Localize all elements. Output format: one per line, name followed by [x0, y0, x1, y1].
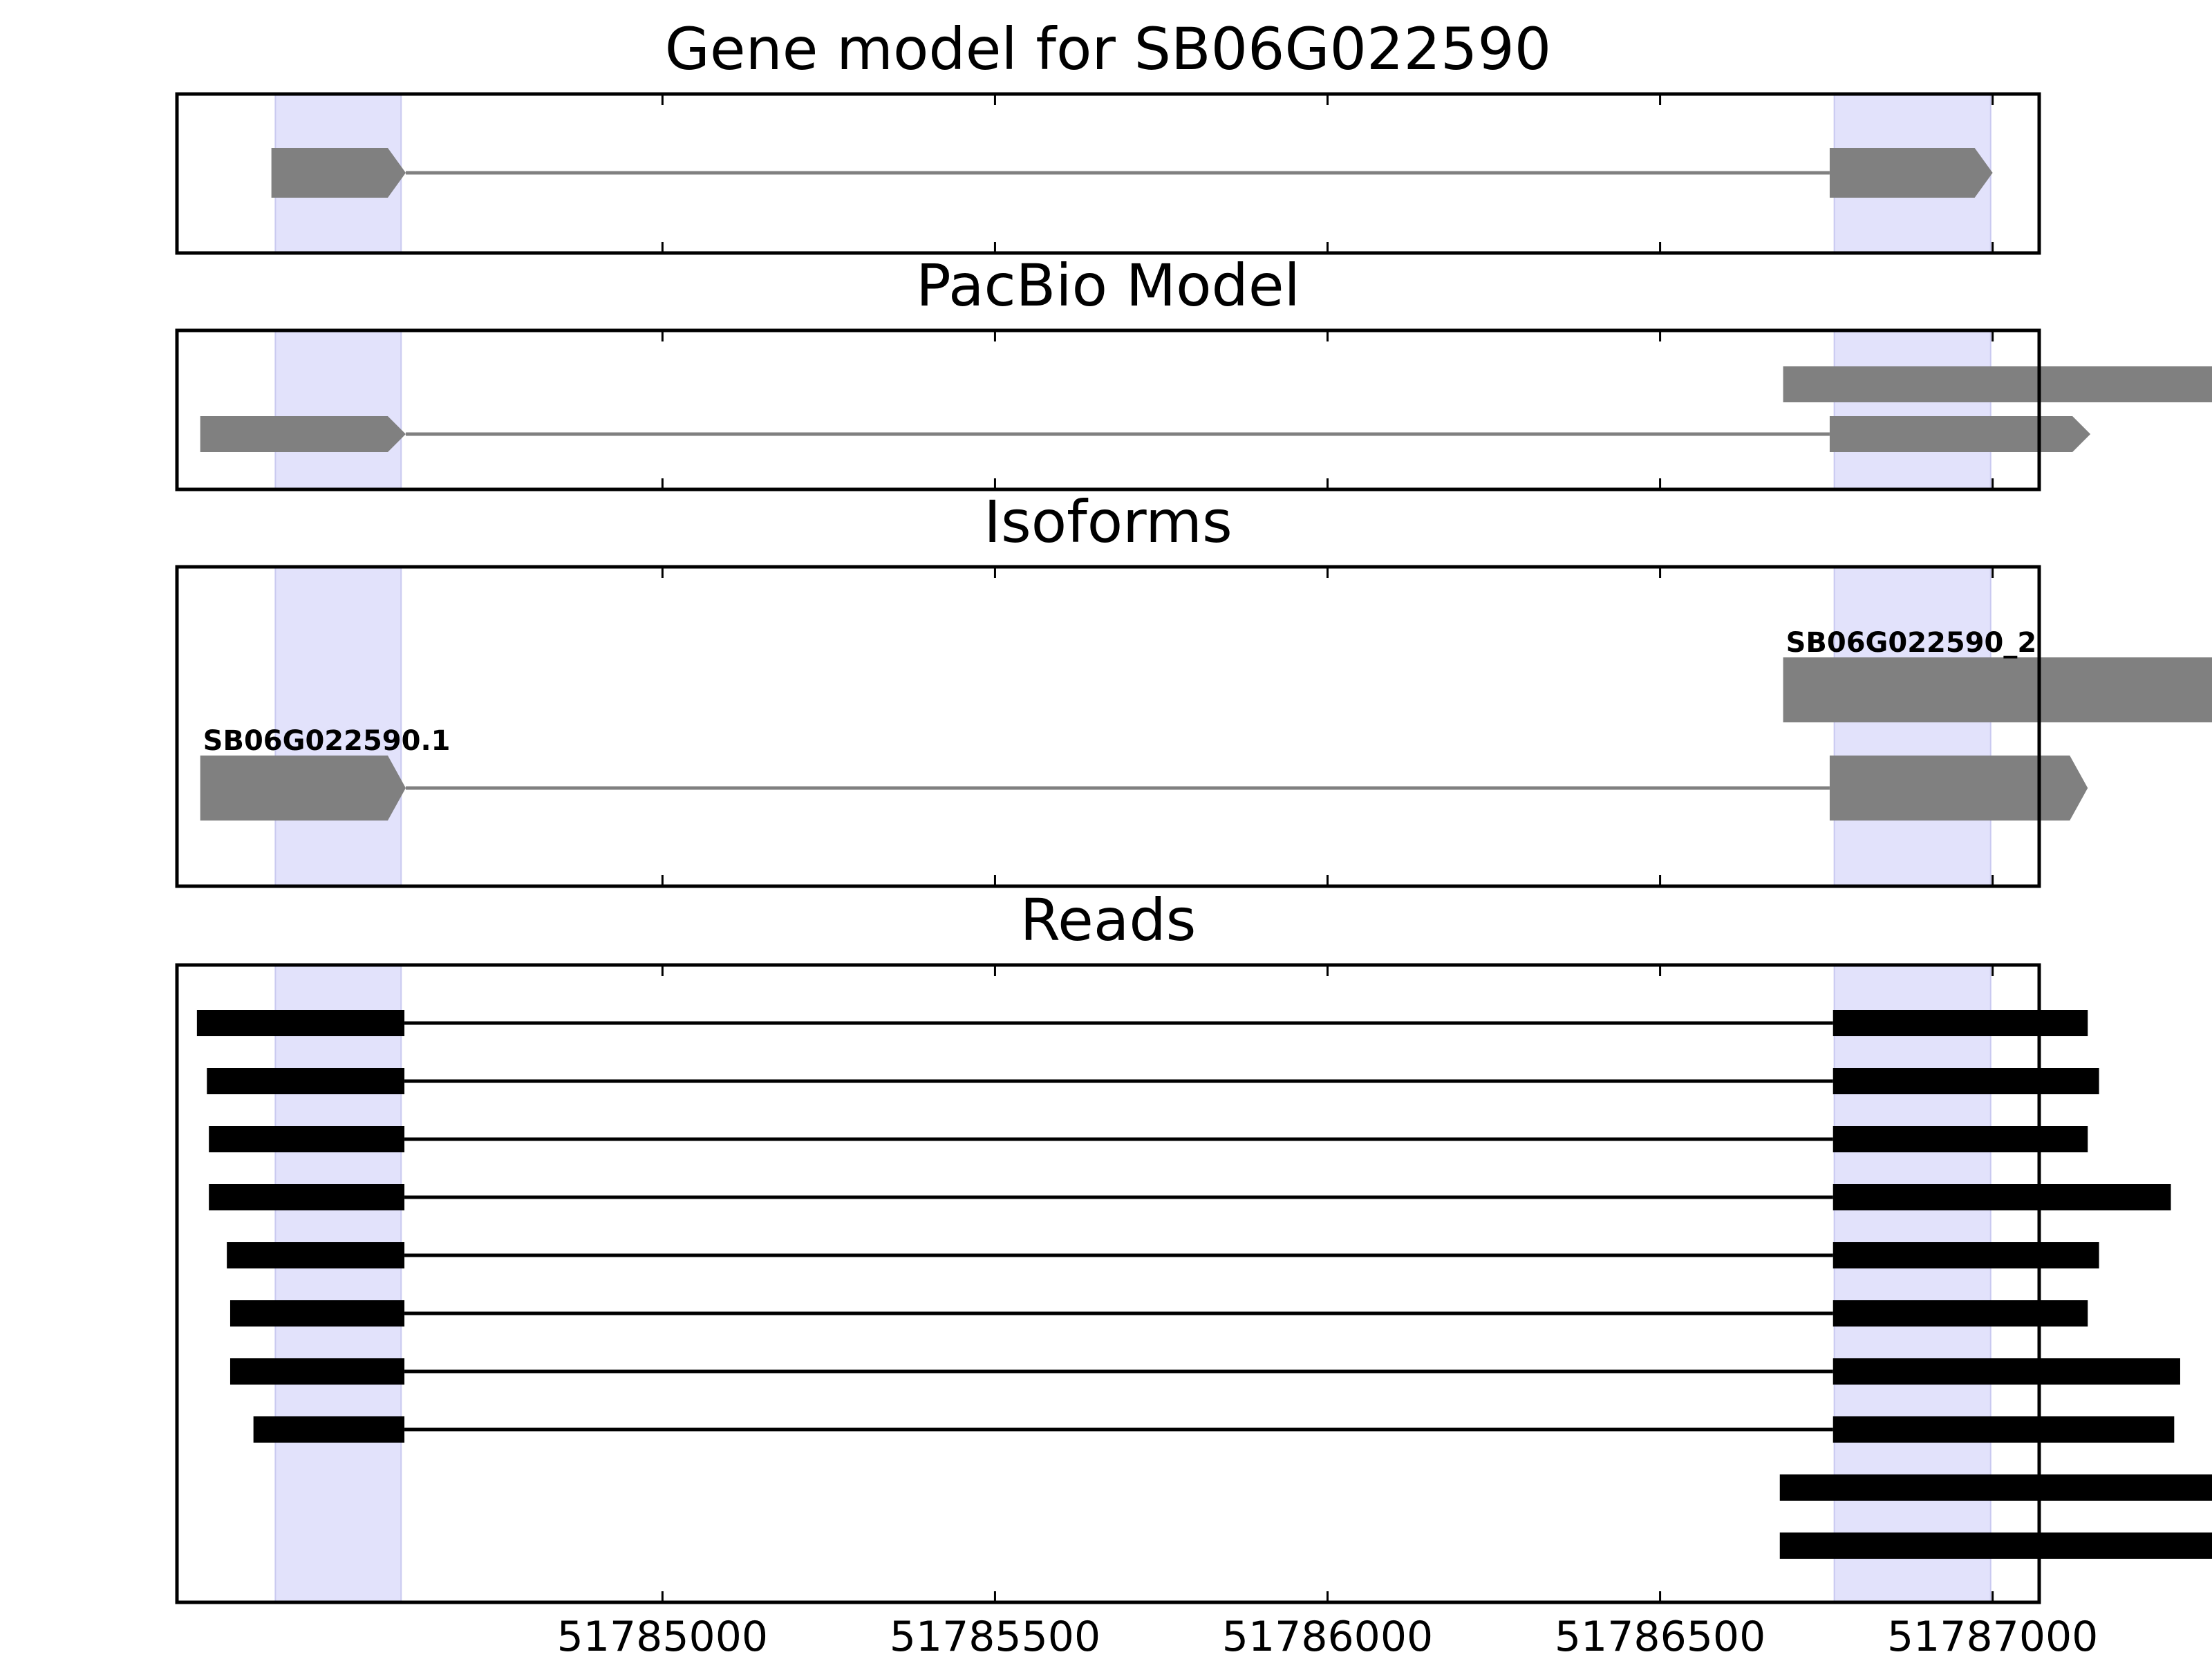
feature-row-9 — [1779, 1533, 2212, 1559]
feature-row-2 — [209, 1126, 2088, 1152]
exon-block — [207, 1068, 405, 1094]
exon-block — [1833, 1068, 2099, 1094]
exon-highlight-band — [274, 330, 402, 490]
exon-arrow — [1829, 148, 1993, 198]
panel-background — [177, 965, 2039, 1602]
exon-block — [196, 1010, 405, 1036]
panel-background — [177, 567, 2039, 886]
feature-row-7 — [253, 1416, 2175, 1443]
exon-arrow — [1783, 657, 2212, 722]
exon-block — [1833, 1184, 2171, 1210]
exon-arrow — [1829, 756, 2088, 821]
feature-row-3 — [209, 1184, 2171, 1210]
exon-block — [1833, 1010, 2088, 1036]
panel-title: Isoforms — [984, 488, 1232, 556]
exon-block — [1833, 1126, 2088, 1152]
exon-block — [1779, 1533, 2212, 1559]
exon-arrow — [1783, 366, 2212, 402]
exon-block — [1833, 1416, 2175, 1443]
exon-highlight-band — [1833, 330, 1991, 490]
feature-row-6 — [229, 1358, 2180, 1385]
feature-row-0 — [1783, 366, 2212, 402]
exon-block — [229, 1358, 405, 1385]
feature-row-4 — [227, 1242, 2099, 1268]
panel-title: Gene model for SB06G022590 — [665, 15, 1551, 83]
exon-block — [209, 1184, 405, 1210]
exon-highlight-band — [274, 964, 402, 1603]
feature-row-5 — [229, 1300, 2088, 1327]
panel-pacbio-model: PacBio Model — [175, 252, 2212, 491]
exon-block — [227, 1242, 405, 1268]
panel-frame — [175, 565, 2041, 888]
panel-title: PacBio Model — [916, 252, 1300, 319]
panel-frame — [175, 92, 2041, 255]
exon-block — [253, 1416, 405, 1443]
isoform-label: SB06G022590.1 — [203, 725, 451, 757]
feature-row-0 — [196, 1010, 2088, 1036]
x-tick-label: 51785000 — [557, 1613, 768, 1659]
x-tick-label: 51786500 — [1555, 1613, 1765, 1659]
feature-row-0: SB06G022590_2 — [1783, 627, 2212, 722]
panel-title: Reads — [1020, 886, 1197, 954]
exon-block — [209, 1126, 405, 1152]
x-tick-label: 51786000 — [1222, 1613, 1433, 1659]
exon-block — [1833, 1242, 2099, 1268]
panel-reads: Reads — [175, 886, 2212, 1604]
exon-arrow — [271, 148, 406, 198]
exon-block — [229, 1300, 405, 1327]
exon-arrow — [200, 756, 406, 821]
panel-isoforms: SB06G022590_2 SB06G022590.1 Isoforms — [175, 488, 2212, 888]
feature-row-1: SB06G022590.1 — [200, 725, 2088, 821]
x-tick-label: 51787000 — [1887, 1613, 2098, 1659]
exon-block — [1833, 1358, 2180, 1385]
x-tick-label: 51785500 — [890, 1613, 1100, 1659]
exon-highlight-band — [1833, 566, 1991, 887]
feature-row-1 — [200, 416, 2091, 452]
feature-row-1 — [207, 1068, 2099, 1094]
exon-arrow — [1829, 416, 2091, 452]
feature-row-0 — [271, 148, 1993, 198]
panel-gene-model: Gene model for SB06G022590 — [175, 15, 2041, 255]
feature-row-8 — [1779, 1474, 2212, 1501]
exon-highlight-band — [1833, 964, 1991, 1603]
panel-frame — [175, 328, 2041, 491]
isoform-label: SB06G022590_2 — [1786, 627, 2037, 659]
exon-block — [1779, 1474, 2212, 1501]
exon-block — [1833, 1300, 2088, 1327]
exon-arrow — [200, 416, 406, 452]
panel-background — [177, 330, 2039, 489]
panel-frame — [175, 963, 2041, 1604]
